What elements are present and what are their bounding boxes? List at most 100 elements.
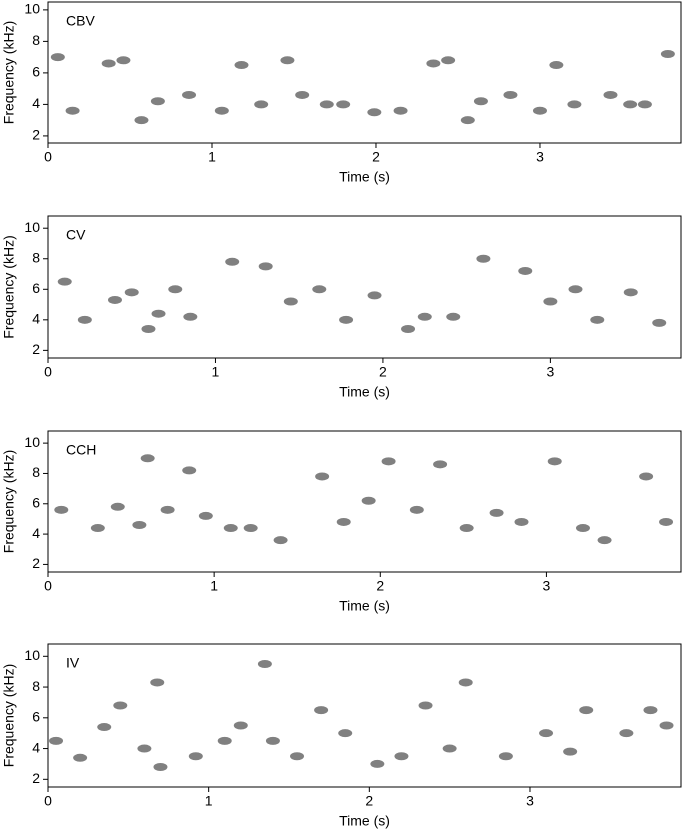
syllable [137,744,152,753]
syllable [460,116,475,125]
syllable [575,524,590,533]
syllable [49,736,64,745]
syllable [188,752,203,761]
syllable [336,517,351,526]
y-tick-label: 6 [32,280,40,296]
syllable [182,466,197,475]
syllable [458,678,473,687]
syllable [65,106,80,115]
panel-label: IV [66,655,80,671]
y-tick-label: 2 [32,555,40,571]
y-tick-label: 10 [24,1,40,17]
syllable [116,56,131,65]
y-tick-label: 8 [32,678,40,694]
syllable [579,706,594,715]
x-tick-label: 0 [44,364,52,380]
syllable [401,324,416,333]
syllable [160,505,175,514]
syllable [367,108,382,117]
y-tick-label: 4 [32,739,40,755]
y-tick-label: 6 [32,709,40,725]
plot-frame [47,215,682,359]
syllable [243,524,258,533]
syllable [518,266,533,275]
syllable [140,454,155,463]
x-tick-label: 3 [536,149,544,165]
syllable [265,736,280,745]
syllable [367,291,382,300]
syllable [623,288,638,297]
x-tick-label: 3 [526,793,534,809]
y-tick-label: 6 [32,494,40,510]
panel-label: CCH [66,442,96,458]
x-tick-label: 3 [546,364,554,380]
syllable [619,729,634,738]
x-tick-label: 3 [543,578,551,594]
x-axis-label: Time (s) [339,384,390,400]
syllable [473,97,488,106]
syllable [90,524,105,533]
x-tick-label: 2 [379,364,387,380]
syllable [150,97,165,106]
y-axis-label: Frequency (kHz) [1,664,17,767]
syllable [459,524,474,533]
syllable [77,315,92,324]
syllable [409,505,424,514]
y-tick-label: 8 [32,249,40,265]
x-axis-label: Time (s) [339,598,390,614]
syllable [225,257,240,266]
syllable [568,285,583,294]
syllable [543,297,558,306]
panel-label: CV [66,227,86,243]
x-tick-label: 2 [372,149,380,165]
syllable [563,747,578,756]
syllable [183,312,198,321]
syllable [151,309,166,318]
syllable [110,502,125,511]
syllable [590,315,605,324]
x-tick-label: 1 [212,364,220,380]
syllable [476,254,491,263]
plot-frame [47,430,682,573]
y-tick-label: 6 [32,64,40,80]
syllable [426,59,441,68]
syllable [182,90,197,99]
syllable [441,56,456,65]
syllable [214,106,229,115]
syllable [50,53,65,62]
syllable [312,285,327,294]
syllable [234,61,249,70]
x-axis-label: Time (s) [339,813,390,829]
syllable [223,524,238,533]
syllable [283,297,298,306]
syllable [660,49,675,58]
y-tick-label: 4 [32,311,40,327]
syllable [623,100,638,109]
syllable [381,457,396,466]
syllable [132,521,147,529]
y-tick-label: 10 [24,434,40,450]
syllable [489,508,504,517]
syllable [442,744,457,753]
syllable [141,324,156,333]
x-tick-label: 2 [365,793,373,809]
syllable [280,56,295,65]
syllable [113,701,128,710]
y-tick-label: 10 [24,647,40,663]
syllable [319,100,334,109]
y-axis-label: Frequency (kHz) [1,235,17,338]
syllable [659,721,674,730]
syllable [257,659,272,668]
y-tick-label: 8 [32,464,40,480]
syllable [659,517,674,526]
syllable [258,262,273,271]
panel-label: CBV [66,13,95,29]
syllable [433,460,448,469]
syllable [652,318,667,327]
syllable [168,285,183,294]
syllable [336,100,351,109]
syllable [57,277,72,286]
syllable [418,701,433,710]
y-tick-label: 10 [24,219,40,235]
